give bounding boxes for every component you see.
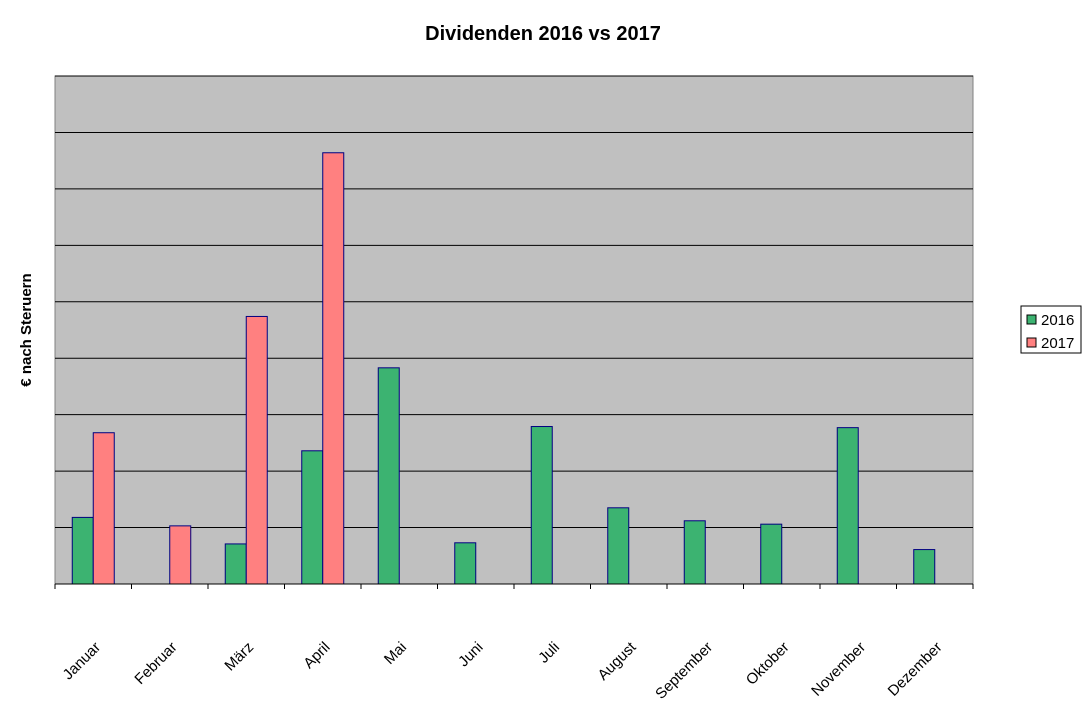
bars [71, 152, 936, 585]
bar-2016-März [224, 543, 247, 585]
x-tick-label: Februar [131, 639, 180, 688]
plot-area [54, 75, 974, 585]
legend-label-2017: 2017 [1041, 335, 1074, 352]
bar-2017-Februar [169, 525, 192, 585]
y-axis-label: € nach Steruern [18, 273, 35, 386]
bar-2016-Mai [377, 367, 400, 585]
legend: 2016 2017 [1020, 305, 1082, 354]
bar-2016-November [836, 427, 859, 585]
x-tick-label: Juni [455, 639, 486, 670]
x-tick-label: September [652, 639, 716, 703]
legend-swatch-2017 [1026, 337, 1037, 348]
legend-swatch-2016 [1026, 314, 1037, 325]
x-tick-label: Januar [60, 639, 104, 683]
bar-2017-April [322, 152, 345, 585]
x-tick-label: Mai [381, 639, 410, 668]
x-tick-label: Dezember [885, 639, 946, 700]
bar-2016-Juni [454, 542, 477, 585]
bar-2016-August [607, 507, 630, 585]
legend-label-2016: 2016 [1041, 312, 1074, 329]
bar-2016-Dezember [913, 549, 936, 585]
x-tick-label: März [221, 639, 257, 675]
x-tick-label: Oktober [743, 639, 793, 689]
x-tick-label: Juli [535, 639, 563, 667]
bar-2016-Januar [71, 516, 94, 585]
bar-2017-März [245, 315, 268, 585]
x-tick-labels: Januar Februar März April Mai Juni Juli August S… [60, 638, 946, 702]
chart-title: Dividenden 2016 vs 2017 [425, 23, 661, 45]
bar-2016-April [301, 450, 324, 585]
bar-2016-Oktober [760, 523, 783, 585]
bar-2016-Juli [530, 426, 553, 585]
gridlines [55, 75, 973, 529]
x-tick-label: April [300, 639, 333, 672]
x-tick-label: November [808, 639, 869, 700]
x-tick-label: August [595, 638, 641, 684]
bar-2016-September [683, 520, 706, 585]
x-axis [54, 583, 974, 589]
bar-2017-Januar [92, 432, 115, 585]
